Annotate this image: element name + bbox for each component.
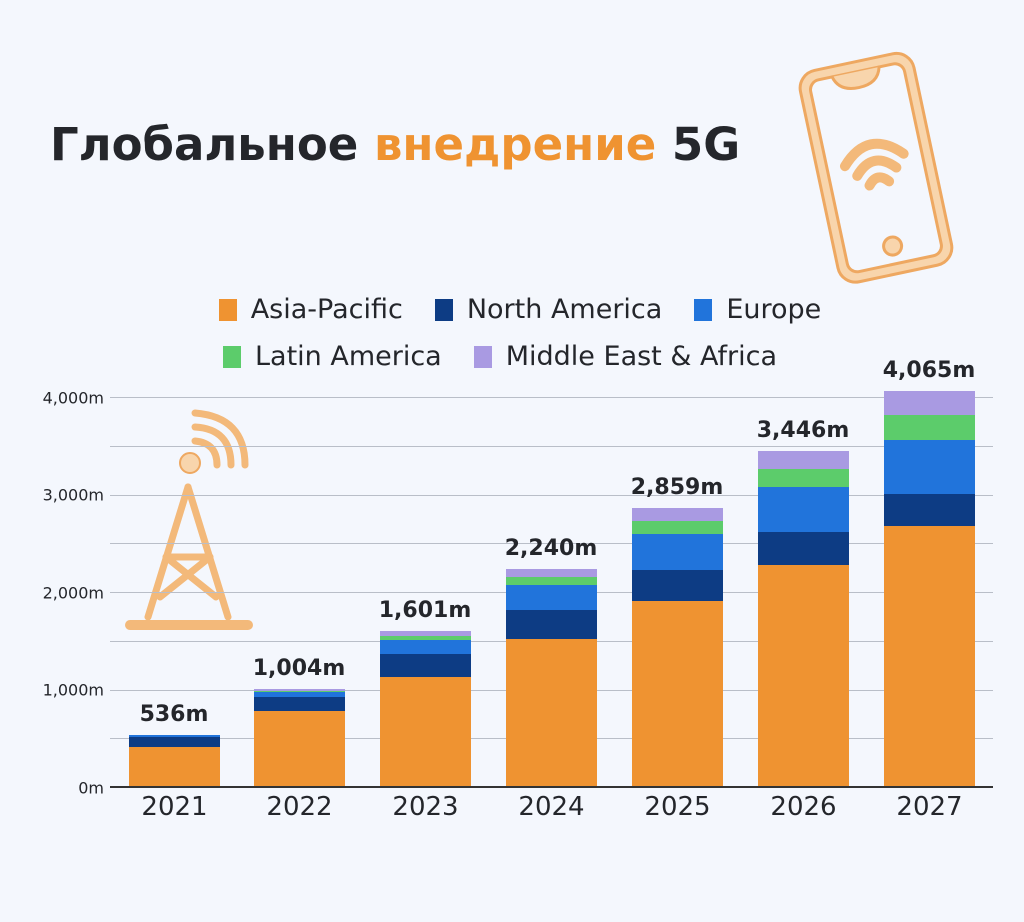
swatch-europe-icon [694, 298, 713, 321]
bar-segment-europe[interactable] [884, 439, 975, 494]
legend-row-1: Asia-Pacific North America Europe [8, 294, 1024, 325]
y-tick-label: 3,000m [42, 485, 104, 505]
bar-segment-europe[interactable] [380, 639, 471, 654]
bar-2026[interactable] [758, 451, 849, 787]
bar-segment-europe[interactable] [129, 735, 220, 738]
legend-item-north-america[interactable]: North America [434, 294, 663, 325]
bar-segment-latin-america[interactable] [632, 520, 723, 534]
bar-segment-middle-east-africa[interactable] [884, 390, 975, 416]
bar-2023[interactable] [380, 630, 471, 787]
x-tick-label: 2025 [644, 792, 711, 822]
bar-segment-latin-america[interactable] [380, 635, 471, 640]
legend-label: Asia-Pacific [250, 294, 403, 325]
x-tick-label: 2027 [896, 792, 963, 822]
bar-2021[interactable] [129, 734, 220, 787]
gridline [110, 446, 993, 447]
bar-segment-middle-east-africa[interactable] [254, 689, 345, 691]
title-part1: Глобальное [50, 118, 374, 171]
swatch-asia-pacific-icon [218, 298, 237, 321]
bar-segment-latin-america[interactable] [254, 690, 345, 692]
bar-total-label: 4,065m [882, 357, 976, 383]
x-tick-label: 2022 [266, 792, 333, 822]
y-tick-label: 2,000m [42, 583, 104, 603]
gridline [110, 495, 993, 496]
bar-segment-asia-pacific[interactable] [758, 564, 849, 787]
bar-total-label: 3,446m [756, 418, 850, 443]
bar-segment-north-america[interactable] [758, 531, 849, 565]
bar-segment-latin-america[interactable] [884, 415, 975, 440]
bar-segment-asia-pacific[interactable] [632, 600, 723, 787]
bar-segment-north-america[interactable] [254, 696, 345, 711]
y-tick-label: 1,000m [42, 680, 104, 700]
bar-total-label: 1,601m [378, 597, 472, 623]
bar-total-label: 536m [139, 701, 209, 727]
legend-row-2: Latin America Middle East & Africa [0, 341, 1012, 372]
bar-segment-middle-east-africa[interactable] [380, 630, 471, 636]
bar-segment-north-america[interactable] [632, 569, 723, 601]
y-tick-label: 0m [78, 778, 104, 798]
smartphone-wifi-icon [798, 51, 954, 284]
x-tick-label: 2021 [141, 792, 208, 822]
x-tick-label: 2024 [518, 792, 585, 822]
bar-segment-middle-east-africa[interactable] [632, 508, 723, 521]
title-part2: 5G [656, 118, 741, 171]
bar-segment-asia-pacific[interactable] [129, 746, 220, 787]
bar-segment-asia-pacific[interactable] [380, 676, 471, 787]
legend-label: Europe [726, 294, 822, 325]
bar-segment-north-america[interactable] [884, 493, 975, 526]
bar-segment-north-america[interactable] [506, 609, 597, 639]
bar-segment-latin-america[interactable] [758, 468, 849, 487]
bar-segment-latin-america[interactable] [506, 576, 597, 585]
x-tick-label: 2026 [770, 792, 837, 822]
bar-segment-middle-east-africa[interactable] [506, 568, 597, 577]
bar-segment-north-america[interactable] [129, 737, 220, 747]
x-axis-line [110, 786, 993, 788]
bar-segment-middle-east-africa[interactable] [758, 451, 849, 469]
bar-segment-asia-pacific[interactable] [884, 525, 975, 787]
bar-total-label: 1,004m [252, 656, 346, 682]
title-accent: внедрение [373, 118, 657, 171]
swatch-latin-america-icon [222, 345, 241, 368]
bar-2025[interactable] [632, 508, 723, 787]
x-tick-label: 2023 [392, 792, 459, 822]
bar-2022[interactable] [254, 689, 345, 787]
gridline [110, 397, 993, 398]
bar-2027[interactable] [884, 390, 975, 787]
gridline [110, 543, 993, 544]
legend-item-latin-america[interactable]: Latin America [222, 341, 442, 372]
bar-segment-europe[interactable] [632, 533, 723, 570]
legend-item-europe[interactable]: Europe [694, 294, 821, 325]
bar-total-label: 2,240m [504, 535, 598, 561]
legend-item-middle-east-africa[interactable]: Middle East & Africa [473, 341, 777, 372]
bar-segment-europe[interactable] [758, 486, 849, 532]
bar-segment-asia-pacific[interactable] [506, 638, 597, 787]
cell-tower-icon [125, 409, 253, 630]
bar-total-label: 2,859m [630, 475, 724, 501]
legend-item-asia-pacific[interactable]: Asia-Pacific [218, 294, 403, 325]
legend-label: Middle East & Africa [505, 341, 777, 372]
y-tick-label: 4,000m [42, 388, 104, 408]
swatch-north-america-icon [434, 298, 453, 321]
bar-segment-europe[interactable] [506, 584, 597, 610]
bar-segment-asia-pacific[interactable] [254, 710, 345, 787]
bar-2024[interactable] [506, 568, 597, 787]
legend-label: Latin America [254, 341, 442, 372]
bar-segment-europe[interactable] [254, 691, 345, 697]
legend-label: North America [466, 294, 663, 325]
swatch-middle-east-africa-icon [473, 345, 492, 368]
bar-segment-north-america[interactable] [380, 653, 471, 677]
page-title: Глобальное внедрение 5G [50, 118, 740, 171]
